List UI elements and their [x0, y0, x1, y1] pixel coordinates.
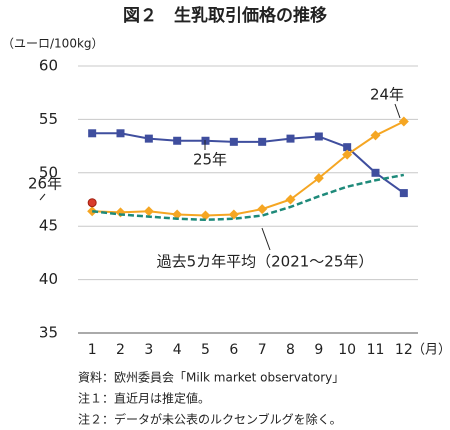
x-tick-label: 1 — [88, 342, 97, 358]
annotation-arrow — [39, 193, 46, 201]
x-tick-label: 5 — [201, 342, 210, 358]
series-line — [92, 173, 405, 222]
x-tick-label: 7 — [258, 342, 267, 358]
marker — [371, 168, 380, 177]
series-label: 過去5カ年平均（2021～25年） — [157, 253, 374, 271]
note: 資料：欧州委員会「Milk market observatory」 — [78, 371, 344, 385]
marker — [173, 136, 182, 145]
y-tick-label: 45 — [39, 217, 58, 235]
marker — [286, 134, 295, 143]
x-tick-label: 3 — [144, 342, 153, 358]
marker — [228, 209, 239, 220]
marker — [257, 204, 268, 215]
marker — [88, 129, 97, 138]
series-label: 24年 — [370, 86, 404, 104]
marker — [144, 134, 153, 143]
marker — [200, 210, 211, 221]
y-tick-label: 35 — [39, 324, 58, 342]
y-tick-label: 50 — [39, 163, 58, 181]
y-tick-label: 60 — [39, 57, 58, 75]
marker — [172, 209, 183, 220]
x-tick-label: 9 — [314, 342, 323, 358]
marker — [143, 206, 154, 217]
x-tick-label: 6 — [229, 342, 238, 358]
marker — [313, 173, 324, 184]
annotation-arrow — [394, 103, 401, 119]
y-tick-label: 55 — [39, 110, 58, 128]
note: 注１：直近月は推定値。 — [78, 391, 210, 406]
marker — [87, 198, 97, 208]
x-tick-label: 11 — [367, 342, 385, 358]
x-tick-label: 12 — [395, 342, 413, 358]
series-line — [92, 120, 405, 217]
note: 注２：データが未公表のルクセンブルグを除く。 — [78, 412, 342, 427]
marker — [370, 130, 381, 141]
marker — [258, 137, 267, 146]
annotation-arrow — [261, 227, 271, 251]
series-label: 25年 — [193, 151, 227, 169]
x-tick-label: 8 — [286, 342, 295, 358]
series-label: 26年 — [28, 175, 62, 193]
marker — [343, 143, 352, 152]
marker — [314, 132, 323, 141]
marker — [342, 149, 353, 160]
marker — [285, 194, 296, 205]
x-tick-label: 4 — [173, 342, 182, 358]
marker — [229, 137, 238, 146]
y-tick-label: 40 — [39, 270, 58, 288]
marker — [116, 129, 125, 138]
chart-title: 図２ 生乳取引価格の推移 — [123, 5, 327, 26]
y-axis-label: （ユーロ/100kg） — [2, 37, 104, 51]
marker — [399, 189, 408, 198]
x-axis-label: （月） — [412, 343, 450, 358]
x-tick-label: 10 — [338, 342, 356, 358]
x-tick-label: 2 — [116, 342, 125, 358]
marker — [398, 116, 409, 127]
